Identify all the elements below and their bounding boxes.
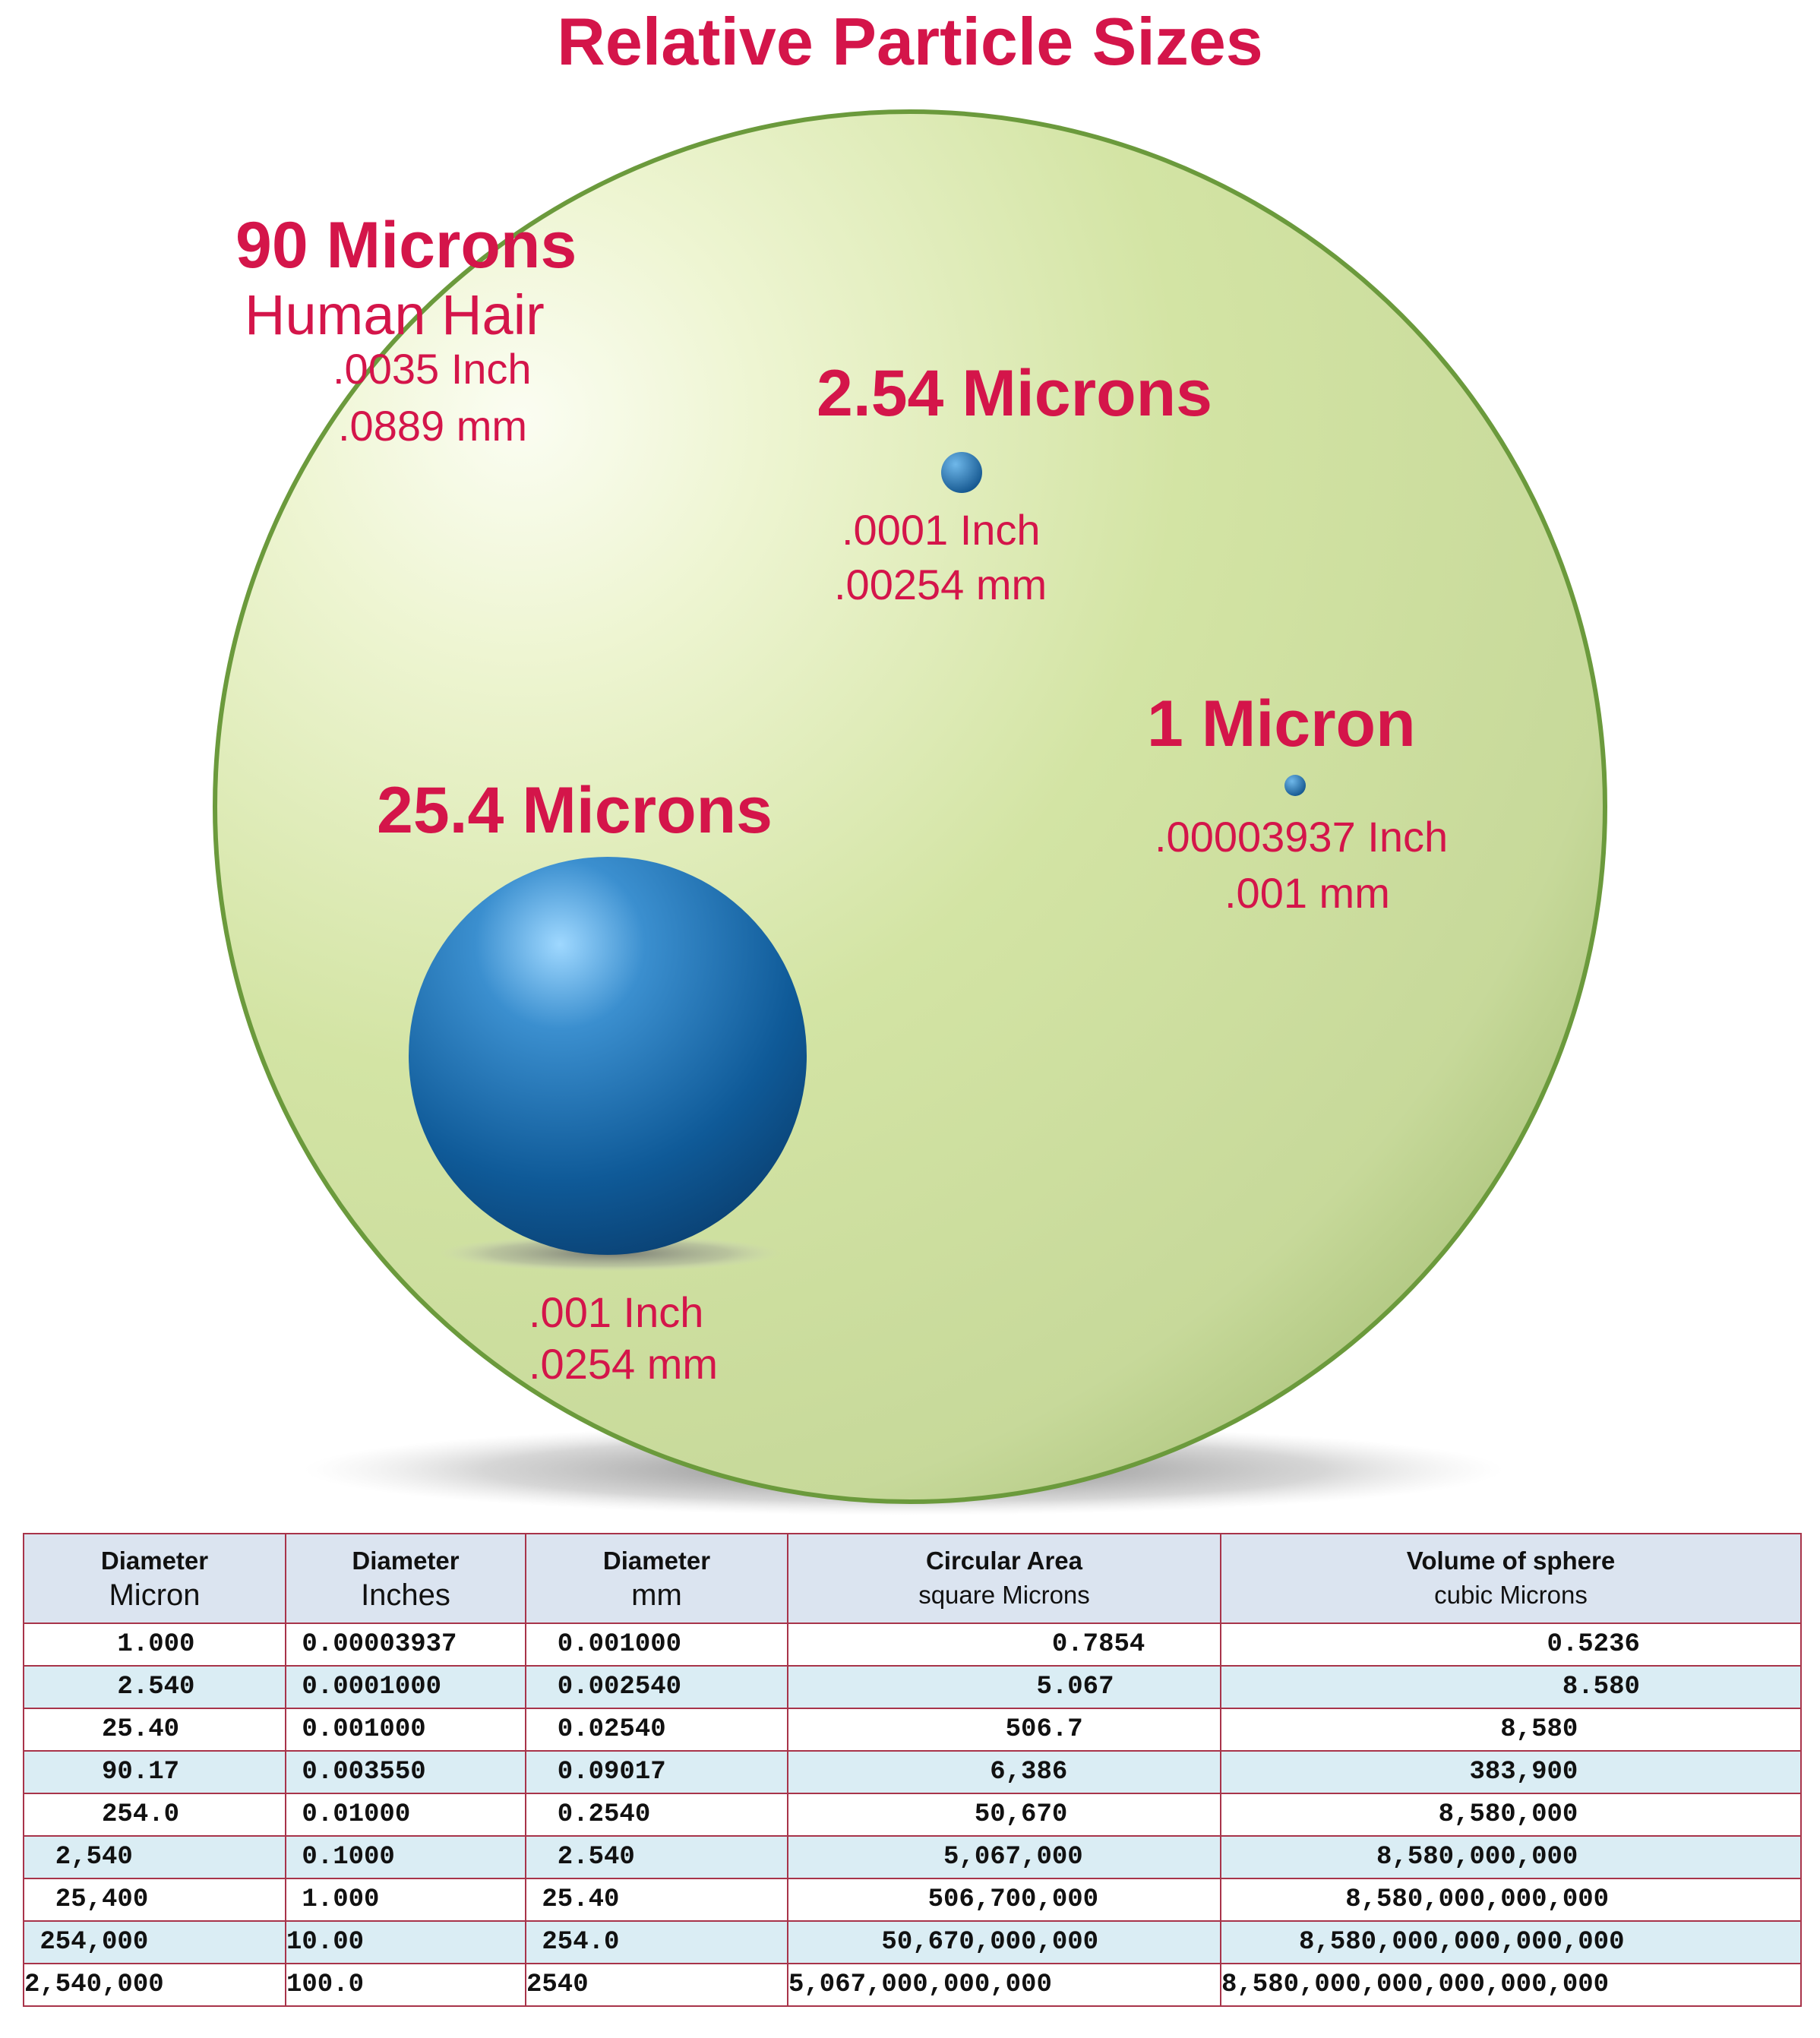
cell-micron: 254,000 bbox=[23, 1920, 286, 1964]
cell-inches: 0.0001000 bbox=[285, 1665, 526, 1709]
cell-micron: 90.17 bbox=[23, 1750, 286, 1794]
cell-inches: 0.1000 bbox=[285, 1835, 526, 1879]
table-row: 2,540 0.1000 2.540 5,067,000 8,580,000,0… bbox=[23, 1835, 1802, 1879]
cell-mm: 0.002540 bbox=[525, 1665, 788, 1709]
cell-area: 50,670 bbox=[787, 1793, 1221, 1837]
table-row: 1.000 0.00003937 0.001000 0.7854 0.5236 bbox=[23, 1623, 1802, 1667]
cell-mm: 0.2540 bbox=[525, 1793, 788, 1837]
cell-area: 0.7854 bbox=[787, 1623, 1221, 1667]
cell-inches: 0.00003937 bbox=[285, 1623, 526, 1667]
hair-size-label: 90 Microns bbox=[235, 209, 577, 282]
cell-micron: 2,540 bbox=[23, 1835, 286, 1879]
p254-inch-label: .0001 Inch bbox=[842, 506, 1041, 554]
cell-micron: 1.000 bbox=[23, 1623, 286, 1667]
particle-1-micron bbox=[1284, 775, 1306, 796]
p1-inch-label: .00003937 Inch bbox=[1155, 813, 1449, 861]
table-row: 90.17 0.003550 0.09017 6,386 383,900 bbox=[23, 1750, 1802, 1794]
cell-volume: 8,580,000 bbox=[1220, 1793, 1802, 1837]
cell-volume: 0.5236 bbox=[1220, 1623, 1802, 1667]
p1-mm-label: .001 mm bbox=[1224, 869, 1390, 917]
cell-micron: 254.0 bbox=[23, 1793, 286, 1837]
table-row: 25.40 0.001000 0.02540 506.7 8,580 bbox=[23, 1708, 1802, 1752]
table-header-row: Diameter Micron Diameter Inches Diameter mm… bbox=[23, 1533, 1802, 1624]
cell-inches: 0.003550 bbox=[285, 1750, 526, 1794]
header-diameter-mm: Diameter mm bbox=[525, 1533, 788, 1624]
cell-volume: 383,900 bbox=[1220, 1750, 1802, 1794]
cell-inches: 1.000 bbox=[285, 1878, 526, 1922]
p254-mm-label: .00254 mm bbox=[834, 561, 1047, 608]
hair-mm-label: .0889 mm bbox=[338, 402, 527, 450]
particle-25-4-microns bbox=[409, 857, 807, 1255]
cell-micron: 25.40 bbox=[23, 1708, 286, 1752]
cell-mm: 25.40 bbox=[525, 1878, 788, 1922]
table-row: 254,000 10.00 254.0 50,670,000,000 8,580… bbox=[23, 1920, 1802, 1964]
cell-inches: 100.0 bbox=[285, 1963, 526, 2007]
size-table: Diameter Micron Diameter Inches Diameter mm… bbox=[23, 1533, 1802, 2007]
p25-mm-label: .0254 mm bbox=[529, 1340, 718, 1388]
p25-size-label: 25.4 Microns bbox=[377, 774, 773, 847]
cell-mm: 254.0 bbox=[525, 1920, 788, 1964]
cell-micron: 2.540 bbox=[23, 1665, 286, 1709]
cell-area: 506.7 bbox=[787, 1708, 1221, 1752]
cell-mm: 0.09017 bbox=[525, 1750, 788, 1794]
cell-volume: 8,580,000,000,000,000 bbox=[1220, 1920, 1802, 1964]
particle-diagram bbox=[213, 109, 1607, 1515]
cell-micron: 2,540,000 bbox=[23, 1963, 286, 2007]
p25-inch-label: .001 Inch bbox=[529, 1288, 704, 1336]
p254-size-label: 2.54 Microns bbox=[817, 357, 1212, 430]
cell-volume: 8,580,000,000,000 bbox=[1220, 1878, 1802, 1922]
cell-inches: 0.01000 bbox=[285, 1793, 526, 1837]
header-circular-area: Circular Area square Microns bbox=[787, 1533, 1221, 1624]
table-row: 254.0 0.01000 0.2540 50,670 8,580,000 bbox=[23, 1793, 1802, 1837]
cell-volume: 8,580 bbox=[1220, 1708, 1802, 1752]
cell-inches: 0.001000 bbox=[285, 1708, 526, 1752]
table-row: 2,540,000 100.0 2540 5,067,000,000,000 8… bbox=[23, 1963, 1802, 2007]
cell-micron: 25,400 bbox=[23, 1878, 286, 1922]
table-row: 2.540 0.0001000 0.002540 5.067 8.580 bbox=[23, 1665, 1802, 1709]
cell-area: 5.067 bbox=[787, 1665, 1221, 1709]
cell-area: 6,386 bbox=[787, 1750, 1221, 1794]
header-diameter-inches: Diameter Inches bbox=[285, 1533, 526, 1624]
header-volume: Volume of sphere cubic Microns bbox=[1220, 1533, 1802, 1624]
cell-volume: 8,580,000,000 bbox=[1220, 1835, 1802, 1879]
cell-volume: 8.580 bbox=[1220, 1665, 1802, 1709]
table-row: 25,400 1.000 25.40 506,700,000 8,580,000… bbox=[23, 1878, 1802, 1922]
cell-mm: 2.540 bbox=[525, 1835, 788, 1879]
page-title: Relative Particle Sizes bbox=[557, 4, 1263, 79]
cell-area: 5,067,000,000,000 bbox=[787, 1963, 1221, 2007]
particle-2-54-microns bbox=[941, 452, 982, 493]
cell-mm: 0.02540 bbox=[525, 1708, 788, 1752]
hair-name-label: Human Hair bbox=[245, 283, 545, 346]
cell-mm: 2540 bbox=[525, 1963, 788, 2007]
cell-area: 50,670,000,000 bbox=[787, 1920, 1221, 1964]
cell-inches: 10.00 bbox=[285, 1920, 526, 1964]
cell-area: 5,067,000 bbox=[787, 1835, 1221, 1879]
hair-inch-label: .0035 Inch bbox=[333, 345, 532, 393]
p1-size-label: 1 Micron bbox=[1147, 687, 1416, 760]
cell-volume: 8,580,000,000,000,000,000 bbox=[1220, 1963, 1802, 2007]
cell-mm: 0.001000 bbox=[525, 1623, 788, 1667]
cell-area: 506,700,000 bbox=[787, 1878, 1221, 1922]
header-diameter-micron: Diameter Micron bbox=[23, 1533, 286, 1624]
